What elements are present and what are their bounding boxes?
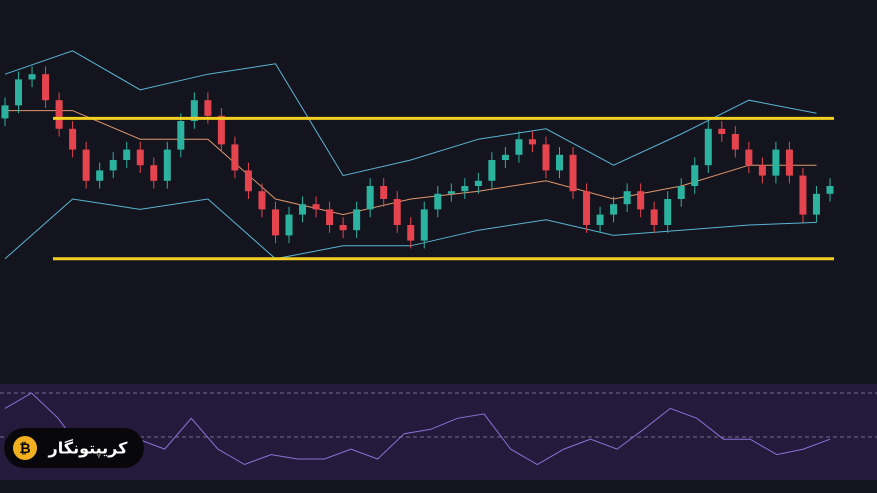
logo-pill	[4, 428, 144, 468]
candle-body	[96, 170, 104, 181]
candle-body	[664, 199, 672, 225]
candle-body	[123, 149, 131, 160]
candle-body	[380, 186, 388, 199]
candle-body	[650, 209, 658, 225]
candle-body	[704, 128, 712, 166]
candle-body	[42, 74, 50, 101]
candle-body	[772, 149, 780, 176]
candle-body	[556, 154, 564, 171]
candle-body	[1, 105, 9, 119]
candle-body	[353, 209, 361, 231]
candle-body	[812, 193, 820, 215]
candle-body	[691, 165, 699, 186]
candle-body	[82, 149, 90, 181]
candle-body	[515, 139, 523, 155]
candle-body	[204, 100, 212, 116]
candle-body	[366, 186, 374, 210]
candle-body	[528, 139, 536, 145]
candle-body	[28, 74, 36, 80]
candle-body	[610, 204, 618, 215]
candle-body	[163, 149, 171, 181]
candle-body	[420, 209, 428, 241]
candle-body	[745, 149, 753, 166]
candle-body	[271, 209, 279, 236]
candle-body	[542, 144, 550, 171]
candle-body	[569, 154, 577, 192]
candle-body	[339, 225, 347, 231]
candle-body	[637, 191, 645, 210]
logo-text: کریپتونگار	[48, 439, 129, 459]
candle-body	[826, 186, 834, 194]
candle-body	[15, 79, 23, 106]
candle-body	[190, 100, 198, 121]
candle-body	[623, 191, 631, 205]
candle-body	[758, 165, 766, 176]
candle-body	[785, 149, 793, 176]
candle-body	[285, 214, 293, 236]
candle-body	[217, 115, 225, 145]
candle-body	[231, 144, 239, 171]
candle-body	[69, 128, 77, 150]
candle-body	[434, 193, 442, 210]
candle-body	[299, 204, 307, 215]
candle-body	[596, 214, 604, 225]
rsi-panel	[0, 384, 877, 480]
candle-body	[393, 199, 401, 225]
candle-body	[583, 191, 591, 225]
candle-body	[109, 160, 117, 171]
candle-body	[447, 191, 455, 194]
candle-body	[474, 180, 482, 186]
candle-body	[407, 225, 415, 241]
candle-body	[244, 170, 252, 192]
logo-icon	[13, 436, 37, 460]
candle-body	[461, 186, 469, 192]
candle-body	[677, 186, 685, 199]
candle-body	[177, 121, 185, 150]
candle-body	[326, 209, 334, 225]
candle-body	[799, 175, 807, 215]
candle-body	[501, 154, 509, 160]
upper-band	[4, 50, 817, 177]
candle-body	[731, 134, 739, 150]
candle-body	[136, 149, 144, 166]
candle-body	[258, 191, 266, 210]
candle-body	[718, 128, 726, 134]
candle-body	[312, 204, 320, 210]
candle-body	[55, 100, 63, 129]
candle-body	[150, 165, 158, 181]
logo-glyph: ₿	[19, 441, 30, 457]
logo: ₿ کریپتونگار	[4, 428, 144, 468]
candle-body	[488, 160, 496, 181]
